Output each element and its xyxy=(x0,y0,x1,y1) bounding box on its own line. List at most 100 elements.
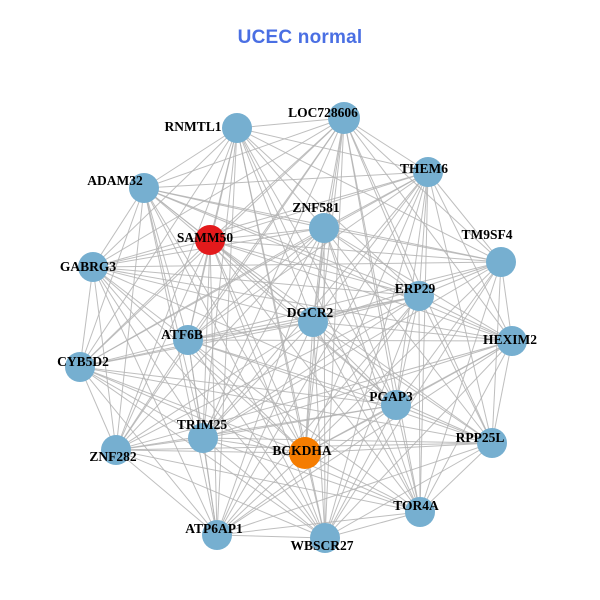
edge xyxy=(115,187,145,451)
node-atp6ap1[interactable] xyxy=(202,520,232,550)
edge xyxy=(324,261,502,539)
node-loc728606[interactable] xyxy=(328,102,360,134)
edge xyxy=(79,366,117,451)
node-label-atp6ap1: ATP6AP1 xyxy=(185,521,243,536)
edge xyxy=(202,171,429,439)
nodes-layer xyxy=(65,102,527,553)
edge xyxy=(115,449,306,454)
edge xyxy=(312,295,420,323)
edge xyxy=(216,171,429,536)
edge xyxy=(491,261,502,444)
edge xyxy=(216,534,326,539)
edge xyxy=(202,261,502,439)
node-rnmtl1[interactable] xyxy=(222,113,252,143)
node-samm50[interactable] xyxy=(195,225,225,255)
edge xyxy=(92,266,306,454)
node-bckdha[interactable] xyxy=(289,437,321,469)
edge xyxy=(236,127,502,263)
edge xyxy=(187,339,397,406)
node-label-pgap3: PGAP3 xyxy=(369,389,413,404)
edge xyxy=(395,295,420,406)
node-atf6b[interactable] xyxy=(173,325,203,355)
edge xyxy=(209,227,325,241)
edge xyxy=(115,449,218,536)
node-rpp25l[interactable] xyxy=(477,428,507,458)
edge xyxy=(419,171,429,513)
edge xyxy=(143,187,306,454)
edge xyxy=(92,266,314,323)
edge xyxy=(209,239,420,297)
edge xyxy=(143,117,345,189)
node-gabrg3[interactable] xyxy=(78,252,108,282)
node-znf581[interactable] xyxy=(309,213,339,243)
edge xyxy=(236,127,420,297)
edge xyxy=(202,437,493,444)
edge xyxy=(304,404,397,454)
edge xyxy=(202,227,325,439)
node-label-hexim2: HEXIM2 xyxy=(483,332,537,347)
edge xyxy=(418,171,429,297)
node-dgcr2[interactable] xyxy=(298,307,328,337)
edge xyxy=(323,227,420,297)
node-wbscr27[interactable] xyxy=(310,523,340,553)
edge xyxy=(143,187,326,539)
edge xyxy=(79,366,397,406)
edge xyxy=(324,511,421,539)
edge xyxy=(312,321,397,406)
node-tm9sf4[interactable] xyxy=(486,247,516,277)
node-cyb5d2[interactable] xyxy=(65,352,95,382)
edge xyxy=(187,339,513,342)
edge xyxy=(216,227,325,536)
edge xyxy=(324,442,493,539)
edge xyxy=(216,404,397,536)
node-pgap3[interactable] xyxy=(381,390,411,420)
edge xyxy=(143,187,397,406)
edge xyxy=(236,117,345,129)
edge xyxy=(419,261,502,513)
node-hexim2[interactable] xyxy=(497,326,527,356)
edge xyxy=(236,127,314,323)
edge xyxy=(143,187,218,536)
node-znf282[interactable] xyxy=(101,435,131,465)
edge xyxy=(79,366,493,444)
node-label-adam32: ADAM32 xyxy=(87,173,143,188)
node-erp29[interactable] xyxy=(404,281,434,311)
edge xyxy=(202,437,421,513)
node-label-loc728606: LOC728606 xyxy=(288,105,358,120)
edge xyxy=(324,117,345,539)
edge xyxy=(79,239,211,368)
edge xyxy=(187,321,314,341)
edge xyxy=(343,117,493,444)
node-label-rpp25l: RPP25L xyxy=(456,430,505,445)
edge xyxy=(202,437,306,454)
edge xyxy=(79,187,145,368)
edge xyxy=(395,261,502,406)
edge xyxy=(115,239,211,451)
edge xyxy=(312,321,493,444)
edge xyxy=(187,261,502,341)
edge xyxy=(115,127,238,451)
node-them6[interactable] xyxy=(413,157,443,187)
node-label-samm50: SAMM50 xyxy=(177,230,233,245)
edge xyxy=(209,239,218,536)
edge xyxy=(343,117,513,342)
node-label-erp29: ERP29 xyxy=(395,281,436,296)
edge xyxy=(427,171,502,263)
node-tor4a[interactable] xyxy=(405,497,435,527)
edge xyxy=(143,187,189,341)
edge xyxy=(304,442,493,454)
edge xyxy=(304,452,421,513)
node-label-cyb5d2: CYB5D2 xyxy=(57,354,109,369)
edge xyxy=(143,171,429,189)
edge xyxy=(92,187,145,268)
node-label-trim25: TRIM25 xyxy=(177,417,227,432)
node-label-them6: THEM6 xyxy=(400,161,448,176)
edge xyxy=(236,127,326,539)
node-label-tm9sf4: TM9SF4 xyxy=(461,227,512,242)
node-adam32[interactable] xyxy=(129,173,159,203)
edge xyxy=(324,340,513,539)
node-trim25[interactable] xyxy=(188,423,218,453)
edge xyxy=(323,227,502,263)
edge xyxy=(143,127,238,189)
